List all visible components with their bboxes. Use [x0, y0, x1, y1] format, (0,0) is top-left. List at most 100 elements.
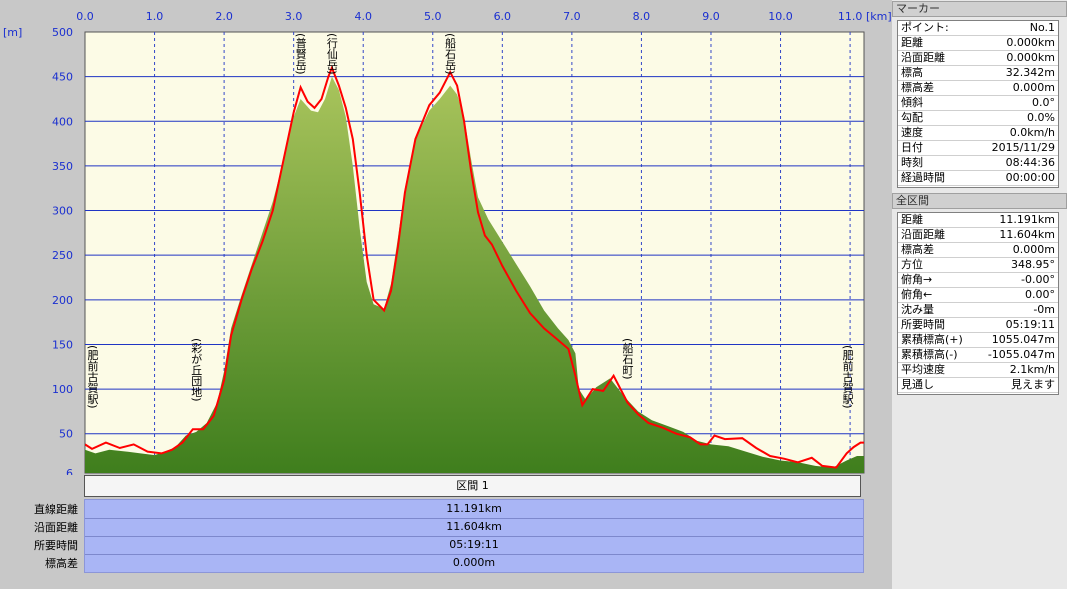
- summary-divider: [85, 554, 863, 555]
- route-line: [85, 64, 864, 469]
- info-row: 累積標高(-) -1055.047m: [898, 348, 1058, 363]
- total-info-table: 距離 11.191km 沿面距離 11.604km 標高差 0.000m 方位 348.95°…: [897, 212, 1059, 395]
- x-tick-label: 6.0: [494, 10, 512, 23]
- y-unit-label: [m]: [3, 26, 22, 39]
- info-row: 速度 0.0km/h: [898, 126, 1058, 141]
- summary-value: 11.604km: [446, 520, 502, 533]
- place-label: (彩が丘団地): [190, 338, 203, 402]
- info-label: 距離: [901, 36, 923, 49]
- info-row: 沿面距離 11.604km: [898, 228, 1058, 243]
- x-tick-label: 7.0: [563, 10, 581, 23]
- info-value: 11.191km: [999, 213, 1055, 226]
- info-row: 見通し 見えます: [898, 378, 1058, 393]
- x-tick-label: 10.0: [768, 10, 793, 23]
- info-label: 距離: [901, 213, 923, 226]
- x-tick-label: 1.0: [146, 10, 164, 23]
- info-label: 俯角→: [901, 273, 933, 286]
- place-label: (船石岳): [444, 33, 457, 75]
- x-tick-label: 5.0: [424, 10, 442, 23]
- info-row: 傾斜 0.0°: [898, 96, 1058, 111]
- place-label: (船石町): [621, 338, 634, 380]
- info-row: 日付 2015/11/29: [898, 141, 1058, 156]
- y-tick-label: 200: [52, 294, 73, 307]
- y-tick-label: 50: [59, 428, 73, 441]
- info-label: 方位: [901, 258, 923, 271]
- info-label: 沈み量: [901, 303, 934, 316]
- info-value: 0.0°: [1032, 96, 1055, 109]
- summary-label: 所要時間: [34, 539, 78, 552]
- info-row: 俯角→ -0.00°: [898, 273, 1058, 288]
- info-row: 沈み量 -0m: [898, 303, 1058, 318]
- info-label: 速度: [901, 126, 923, 139]
- info-row: 距離 11.191km: [898, 213, 1058, 228]
- info-value: 1055.047m: [991, 333, 1055, 346]
- info-value: 00:00:00: [1005, 171, 1055, 184]
- info-value: -0.00°: [1021, 273, 1055, 286]
- marker-info-table: ポイント: No.1 距離 0.000km 沿面距離 0.000km 標高 32.342m 標高…: [897, 20, 1059, 188]
- info-value: 0.0%: [1027, 111, 1055, 124]
- info-label: 経過時間: [901, 171, 945, 184]
- info-value: 見えます: [1011, 378, 1055, 391]
- info-row: 方位 348.95°: [898, 258, 1058, 273]
- info-value: 0.0km/h: [1009, 126, 1055, 139]
- place-label: (普賢岳): [294, 33, 307, 75]
- summary-value: 0.000m: [452, 556, 496, 569]
- info-label: 沿面距離: [901, 51, 945, 64]
- y-tick-label: 350: [52, 160, 73, 173]
- summary-label: 直線距離: [34, 503, 78, 516]
- x-tick-label: 0.0: [76, 10, 94, 23]
- info-value: 0.000km: [1006, 36, 1055, 49]
- info-value: 08:44:36: [1005, 156, 1055, 169]
- info-value: -0m: [1033, 303, 1055, 316]
- summary-label: 沿面距離: [34, 521, 78, 534]
- info-label: 沿面距離: [901, 228, 945, 241]
- x-unit-label: [km]: [866, 10, 892, 23]
- x-tick-label: 11.0: [838, 10, 863, 23]
- info-label: 標高差: [901, 243, 934, 256]
- info-label: 日付: [901, 141, 923, 154]
- info-value: 32.342m: [1005, 66, 1055, 79]
- y-tick-label: 150: [52, 338, 73, 351]
- info-label: ポイント:: [901, 21, 949, 34]
- summary-table: 11.191km 11.604km 05:19:11 0.000m: [84, 499, 864, 573]
- elevation-profile-chart[interactable]: 0.0 1.0 2.0 3.0 4.0 5.0 6.0 7.0 8.0 9.0 10.0 11.0 50…: [0, 0, 892, 475]
- info-label: 見通し: [901, 378, 934, 391]
- info-value: No.1: [1029, 21, 1055, 34]
- info-value: 05:19:11: [1005, 318, 1055, 331]
- info-value: -1055.047m: [987, 348, 1055, 361]
- marker-panel-title: マーカー: [892, 1, 1067, 17]
- summary-value: 05:19:11: [449, 538, 499, 551]
- info-row: 標高 32.342m: [898, 66, 1058, 81]
- section-header: 区間 1: [84, 475, 861, 497]
- info-label: 勾配: [901, 111, 923, 124]
- info-value: 11.604km: [999, 228, 1055, 241]
- info-value: 0.000m: [1012, 243, 1055, 256]
- info-row: 経過時間 00:00:00: [898, 171, 1058, 186]
- grid-lines: [85, 32, 864, 473]
- place-label: (肥前古賀駅): [841, 345, 854, 409]
- y-tick-label: 6: [66, 467, 73, 475]
- info-label: 平均速度: [901, 363, 945, 376]
- info-row: 平均速度 2.1km/h: [898, 363, 1058, 378]
- x-tick-label: 4.0: [354, 10, 372, 23]
- place-label: (肥前古賀駅): [86, 345, 99, 409]
- info-row: ポイント: No.1: [898, 21, 1058, 36]
- x-tick-label: 9.0: [702, 10, 720, 23]
- total-panel-title: 全区間: [892, 193, 1067, 209]
- x-tick-label: 2.0: [215, 10, 233, 23]
- summary-label: 標高差: [45, 557, 78, 570]
- info-value: 0.00°: [1025, 288, 1055, 301]
- info-label: 時刻: [901, 156, 923, 169]
- info-row: 時刻 08:44:36: [898, 156, 1058, 171]
- summary-divider: [85, 518, 863, 519]
- info-label: 標高差: [901, 81, 934, 94]
- summary-divider: [85, 536, 863, 537]
- info-value: 2.1km/h: [1009, 363, 1055, 376]
- info-row: 所要時間 05:19:11: [898, 318, 1058, 333]
- y-tick-label: 100: [52, 383, 73, 396]
- info-value: 0.000m: [1012, 81, 1055, 94]
- info-value: 2015/11/29: [991, 141, 1055, 154]
- x-tick-label: 3.0: [285, 10, 303, 23]
- info-label: 俯角←: [901, 288, 933, 301]
- y-tick-label: 500: [52, 26, 73, 39]
